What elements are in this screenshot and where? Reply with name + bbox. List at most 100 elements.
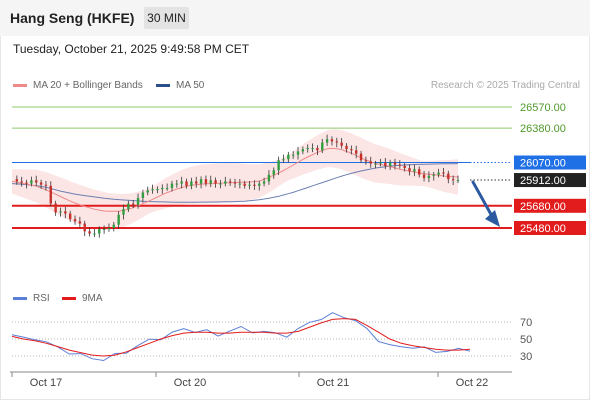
- candle-body: [64, 211, 67, 214]
- candle: [272, 167, 275, 179]
- candle: [146, 186, 149, 196]
- candle-body: [267, 174, 271, 182]
- candle: [325, 134, 329, 146]
- candle: [204, 175, 208, 187]
- candle-body: [170, 183, 174, 189]
- candle: [161, 184, 164, 194]
- candle-body: [44, 184, 48, 186]
- candle-body: [83, 223, 86, 232]
- candle: [451, 175, 455, 186]
- candle-body: [447, 173, 450, 180]
- candle: [15, 175, 19, 185]
- candle: [296, 146, 300, 160]
- candle-body: [413, 169, 416, 172]
- legend-ma50-swatch: [156, 83, 170, 87]
- candle: [44, 181, 48, 191]
- candle: [20, 176, 23, 187]
- price-label-bg: [514, 173, 586, 188]
- price-label-text: 25680.00: [520, 201, 566, 213]
- timeframe-button[interactable]: 30 MIN: [144, 7, 189, 29]
- candle: [238, 179, 242, 189]
- x-tick-label: Oct 20: [174, 377, 206, 389]
- candle-body: [311, 148, 314, 150]
- candle: [88, 227, 91, 237]
- candle: [350, 145, 353, 155]
- candle: [127, 200, 130, 212]
- legend-rsi-swatch: [13, 296, 27, 300]
- rsi-tick-label: 50: [520, 334, 532, 346]
- candle-body: [325, 139, 329, 143]
- x-tick-label: Oct 21: [317, 377, 349, 389]
- candle-body: [398, 164, 402, 166]
- candle-body: [224, 181, 227, 184]
- candle-body: [374, 163, 377, 165]
- candle-body: [35, 180, 38, 183]
- candle-body: [369, 161, 372, 164]
- candle-body: [151, 189, 154, 191]
- candle: [49, 181, 52, 207]
- candle-body: [214, 180, 217, 184]
- candle-body: [316, 148, 319, 151]
- candle: [35, 175, 38, 186]
- candle: [39, 179, 43, 189]
- candle: [98, 226, 101, 238]
- candle: [418, 166, 421, 178]
- candle: [422, 171, 426, 182]
- legend-9ma-label: 9MA: [82, 293, 103, 304]
- price-label-25680.00: 25680.00: [514, 198, 586, 213]
- x-tick-label: Oct 22: [456, 377, 488, 389]
- candle: [267, 170, 271, 185]
- candle-body: [330, 139, 334, 142]
- candle-body: [146, 190, 149, 193]
- price-label-bg: [514, 221, 586, 235]
- candle-body: [156, 189, 159, 191]
- price-label-25912.00: 25912.00: [514, 173, 586, 188]
- candle-body: [98, 229, 101, 234]
- candle-body: [359, 153, 363, 161]
- candle: [262, 177, 266, 187]
- candle: [447, 170, 450, 184]
- candle-body: [20, 181, 23, 183]
- candle-body: [185, 181, 188, 186]
- candle: [93, 228, 96, 237]
- candle: [258, 180, 261, 191]
- candle-body: [345, 145, 348, 150]
- candle: [403, 163, 406, 172]
- legend-rsi-label: RSI: [33, 293, 50, 304]
- candle: [374, 160, 377, 169]
- legend-9ma-swatch: [62, 296, 76, 300]
- candle: [214, 177, 217, 188]
- candle-body: [102, 229, 106, 231]
- candle-body: [408, 168, 411, 172]
- chart-header: Hang Seng (HKFE) 30 MIN: [0, 0, 590, 36]
- candle-body: [364, 160, 368, 162]
- candle-body: [335, 141, 339, 143]
- price-label-bg: [514, 198, 586, 213]
- legend-ma20-bb: MA 20 + Bollinger Bands: [13, 80, 143, 91]
- candle: [408, 164, 411, 176]
- legend-rsi: RSI: [13, 293, 50, 304]
- candle-body: [306, 148, 309, 150]
- candle: [151, 184, 154, 194]
- candle: [311, 143, 314, 153]
- candle: [364, 156, 368, 165]
- candle-body: [277, 160, 280, 171]
- price-label-text: 25480.00: [520, 223, 566, 235]
- candle: [253, 180, 256, 190]
- price-label-text: 26570.00: [520, 102, 566, 114]
- rsi-tick-label: 30: [520, 351, 532, 363]
- candle-body: [388, 162, 392, 166]
- candle: [248, 181, 251, 190]
- candle-body: [282, 159, 285, 161]
- candle-body: [258, 183, 261, 186]
- candle: [156, 186, 159, 194]
- candle: [456, 175, 460, 184]
- candle-body: [272, 170, 275, 175]
- candle-body: [127, 203, 130, 210]
- candle: [122, 204, 125, 220]
- rsi-series-RSI: [11, 312, 471, 362]
- candle: [165, 183, 169, 191]
- candle-body: [122, 209, 125, 215]
- candle: [291, 151, 295, 159]
